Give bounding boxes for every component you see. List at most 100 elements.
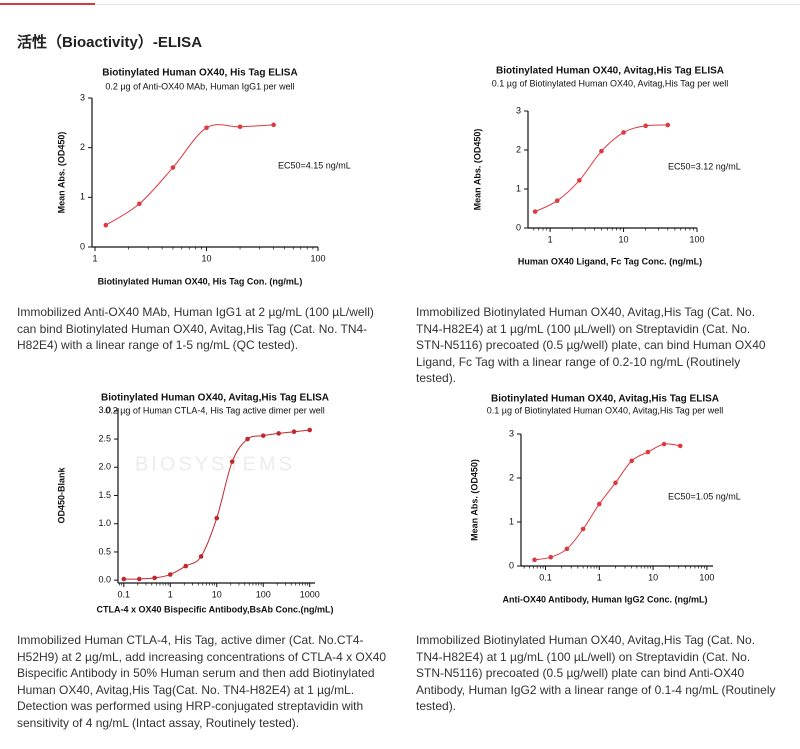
point xyxy=(214,515,220,521)
y-tick-label: 1 xyxy=(509,516,514,526)
y-tick-label: 3 xyxy=(80,92,85,102)
point xyxy=(260,433,266,438)
point xyxy=(597,501,602,507)
chart-title: Biotinylated Human OX40, His Tag ELISA xyxy=(102,68,297,79)
point xyxy=(621,130,626,135)
point xyxy=(198,554,204,559)
y-axis-label: Mean Abs. (OD450) xyxy=(56,132,66,214)
annotation: EC50=4.15 ng/mL xyxy=(278,160,351,170)
caption: Immobilized Biotinylated Human OX40, Avi… xyxy=(416,305,766,385)
point xyxy=(599,148,604,154)
chart-title: Biotinylated Human OX40, Avitag,His Tag … xyxy=(101,393,329,404)
watermark: BIOSYSTEMS xyxy=(135,453,295,475)
x-tick-label: 10 xyxy=(648,572,658,582)
section-title: 活性（Bioactivity）-ELISA xyxy=(17,34,203,51)
x-tick-label: 0.1 xyxy=(118,589,131,599)
x-tick-label: 100 xyxy=(699,572,714,582)
x-tick-label: 1 xyxy=(168,589,173,599)
x-tick-label: 10 xyxy=(212,589,222,599)
y-tick-label: 2 xyxy=(509,472,514,482)
point xyxy=(229,459,235,464)
point xyxy=(137,201,142,207)
y-tick-label: 0 xyxy=(80,241,85,251)
point xyxy=(532,557,537,563)
y-axis-label: Mean Abs. (OD450) xyxy=(469,459,479,541)
point xyxy=(183,563,189,569)
point xyxy=(245,436,250,442)
point xyxy=(152,575,157,581)
y-tick-label: 1 xyxy=(516,183,521,193)
point xyxy=(170,165,176,170)
point xyxy=(554,198,560,203)
x-tick-label: 1000 xyxy=(300,589,320,599)
y-tick-label: 1 xyxy=(80,192,85,202)
y-axis-label: Mean Abs. (OD450) xyxy=(472,129,482,211)
point xyxy=(276,431,281,436)
y-tick-label: 3 xyxy=(516,105,521,115)
annotation: EC50=3.12 ng/mL xyxy=(668,161,741,171)
chart-title: Biotinylated Human OX40, Avitag,His Tag … xyxy=(491,394,719,405)
y-tick-label: 1.0 xyxy=(98,518,111,528)
top-rule xyxy=(0,4,800,5)
point xyxy=(577,178,582,183)
x-tick-label: 0.1 xyxy=(539,572,552,582)
point xyxy=(136,576,142,582)
x-tick-label: 1 xyxy=(92,253,97,263)
x-tick-label: 1 xyxy=(597,572,602,582)
chart-title: Biotinylated Human OX40, Avitag,His Tag … xyxy=(496,66,724,77)
point xyxy=(271,122,276,128)
y-tick-label: 2.5 xyxy=(98,433,111,443)
x-tick-label: 10 xyxy=(619,234,629,244)
x-axis-label: CTLA-4 x OX40 Bispecific Antibody,BsAb C… xyxy=(96,604,333,614)
chart-subtitle: 0.2 µg of Human CTLA-4, His Tag active d… xyxy=(105,405,325,415)
point xyxy=(629,458,634,464)
x-tick-label: 10 xyxy=(201,253,211,263)
caption: Immobilized Anti-OX40 MAb, Human IgG1 at… xyxy=(17,305,374,352)
annotation: EC50=1.05 ng/mL xyxy=(668,491,741,501)
x-axis-label: Human OX40 Ligand, Fc Tag Conc. (ng/mL) xyxy=(518,256,702,266)
x-tick-label: 100 xyxy=(689,234,704,244)
point xyxy=(291,429,297,435)
y-tick-label: 0.0 xyxy=(98,575,111,585)
x-tick-label: 100 xyxy=(310,253,325,263)
x-tick-label: 100 xyxy=(256,589,271,599)
chart-subtitle: 0.1 µg of Biotinylated Human OX40, Avita… xyxy=(492,78,728,88)
y-tick-label: 1.5 xyxy=(98,490,111,500)
point xyxy=(548,554,554,560)
curve xyxy=(105,124,274,226)
curve xyxy=(534,443,681,561)
point xyxy=(237,124,243,130)
point xyxy=(103,222,109,228)
x-axis-label: Anti-OX40 Antibody, Human IgG2 Conc. (ng… xyxy=(503,594,708,604)
caption: Immobilized Biotinylated Human OX40, Avi… xyxy=(416,633,776,713)
y-axis-label: OD450-Blank xyxy=(56,466,66,523)
point xyxy=(677,443,683,449)
chart-subtitle: 0.1 µg of Biotinylated Human OX40, Avita… xyxy=(487,405,723,415)
chart-subtitle: 0.2 µg of Anti-OX40 MAb, Human IgG1 per … xyxy=(105,81,294,91)
y-tick-label: 2 xyxy=(80,142,85,152)
point xyxy=(307,427,313,433)
point xyxy=(645,449,651,455)
point xyxy=(204,125,209,131)
y-tick-label: 2 xyxy=(516,144,521,154)
caption: Immobilized Human CTLA-4, His Tag, activ… xyxy=(17,633,387,730)
point xyxy=(665,122,671,128)
point xyxy=(564,546,570,552)
point xyxy=(580,526,586,532)
point xyxy=(121,576,127,582)
point xyxy=(167,572,173,577)
y-tick-label: 2.0 xyxy=(98,462,111,472)
y-tick-label: 0.5 xyxy=(98,546,111,556)
point xyxy=(661,441,667,447)
curve xyxy=(534,124,668,213)
x-axis-label: Biotinylated Human OX40, His Tag Con. (n… xyxy=(98,276,303,286)
point xyxy=(613,480,618,486)
top-accent xyxy=(0,3,95,5)
point xyxy=(532,209,538,214)
y-tick-label: 0 xyxy=(509,560,514,570)
y-tick-label: 3.0 xyxy=(98,405,111,415)
x-tick-label: 1 xyxy=(548,234,553,244)
point xyxy=(643,123,648,129)
